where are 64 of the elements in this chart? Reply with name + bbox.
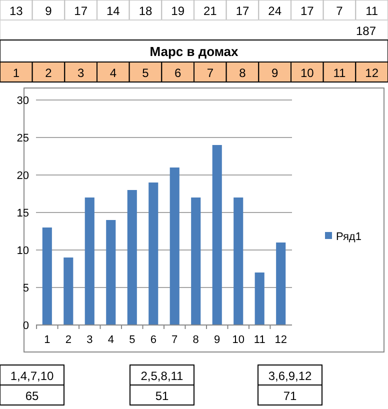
text: 14 xyxy=(106,4,120,18)
bar xyxy=(106,220,116,325)
text: 18 xyxy=(138,4,152,18)
text: 65 xyxy=(25,389,39,403)
text: 4 xyxy=(110,66,117,80)
bar xyxy=(170,168,180,325)
text: 21 xyxy=(203,4,218,18)
bar xyxy=(212,145,222,325)
x-tick-label: 6 xyxy=(150,334,156,346)
text: 5 xyxy=(142,66,150,80)
text: 12 xyxy=(365,66,379,80)
x-tick-label: 1 xyxy=(44,334,50,346)
text: 17 xyxy=(300,4,314,18)
y-tick-label: 0 xyxy=(22,320,29,332)
x-tick-label: 7 xyxy=(172,334,178,346)
text: 9 xyxy=(271,66,278,80)
text: 1 xyxy=(12,66,20,80)
y-tick-label: 30 xyxy=(16,95,29,107)
text: 2,5,8,11 xyxy=(140,369,184,383)
text: 17 xyxy=(74,4,88,18)
bar xyxy=(234,198,244,325)
x-tick-label: 11 xyxy=(254,334,266,346)
text: 1,4,7,10 xyxy=(10,369,54,383)
bar xyxy=(191,198,201,325)
bar xyxy=(276,242,286,325)
text: 13 xyxy=(9,4,24,18)
text: 51 xyxy=(155,389,169,403)
x-tick-label: 2 xyxy=(65,334,72,346)
text: 2 xyxy=(45,66,52,80)
chart-title: Марс в домах xyxy=(150,44,240,59)
x-tick-label: 5 xyxy=(129,334,136,346)
text: 19 xyxy=(171,4,185,18)
text: 17 xyxy=(236,4,250,18)
x-tick-label: 8 xyxy=(192,334,199,346)
y-tick-label: 15 xyxy=(16,208,29,220)
text: 24 xyxy=(268,4,282,18)
x-tick-label: 3 xyxy=(86,334,93,346)
y-tick-label: 5 xyxy=(22,282,29,294)
bar xyxy=(42,228,52,325)
bar xyxy=(84,198,94,325)
text: 11 xyxy=(366,4,378,18)
y-tick-label: 10 xyxy=(16,245,29,257)
text: 3 xyxy=(77,66,84,80)
x-tick-label: 10 xyxy=(232,334,244,346)
text: 9 xyxy=(45,4,52,18)
text: 71 xyxy=(283,389,297,403)
y-tick-label: 25 xyxy=(16,132,29,144)
x-tick-label: 12 xyxy=(274,334,287,346)
text: 8 xyxy=(239,66,246,80)
legend-label: Ряд1 xyxy=(336,231,362,243)
x-tick-label: 9 xyxy=(214,334,220,346)
bar xyxy=(254,272,264,325)
bar xyxy=(148,182,158,325)
bar xyxy=(64,258,74,325)
text: 187 xyxy=(356,24,376,38)
text: 10 xyxy=(300,66,314,80)
text: 6 xyxy=(174,66,182,80)
bar xyxy=(127,190,137,325)
text: 7 xyxy=(336,4,344,18)
text: 11 xyxy=(333,66,346,80)
text: 7 xyxy=(206,66,214,80)
y-tick-label: 20 xyxy=(16,170,29,182)
x-tick-label: 4 xyxy=(108,334,114,346)
text: 3,6,9,12 xyxy=(268,369,312,383)
